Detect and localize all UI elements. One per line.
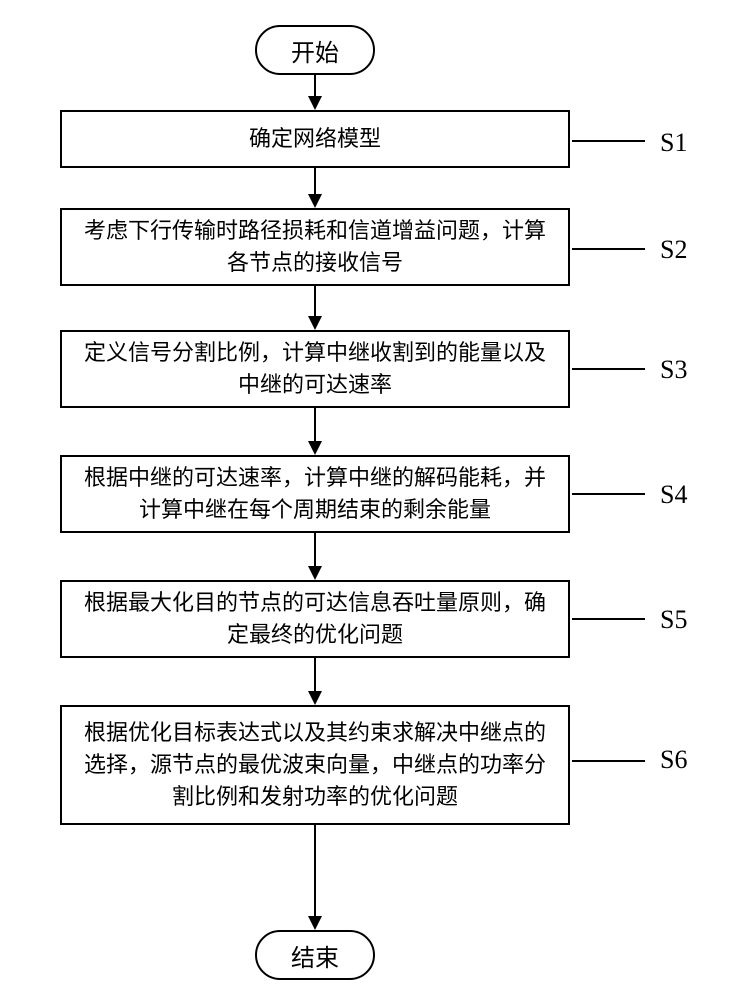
leader-line: [572, 493, 645, 495]
process-step-s1: 确定网络模型: [60, 110, 570, 168]
step-label-s2: S2: [660, 235, 687, 265]
end-label: 结束: [291, 938, 339, 973]
flow-arrow: [295, 286, 335, 330]
flow-arrow: [295, 408, 335, 455]
leader-line: [572, 618, 645, 620]
flow-arrow: [295, 658, 335, 705]
step-label-s1: S1: [660, 128, 687, 158]
leader-line: [572, 760, 645, 762]
step-label-s6: S6: [660, 745, 687, 775]
start-terminator: 开始: [255, 25, 375, 75]
process-step-s6: 根据优化目标表达式以及其约束求解决中继点的选择，源节点的最优波束向量，中继点的功…: [60, 705, 570, 825]
process-step-text: 根据中继的可达速率，计算中继的解码能耗，并计算中继在每个周期结束的剩余能量: [76, 462, 554, 526]
flow-arrow: [295, 75, 335, 110]
process-step-text: 定义信号分割比例，计算中继收割到的能量以及中继的可达速率: [76, 337, 554, 401]
process-step-s4: 根据中继的可达速率，计算中继的解码能耗，并计算中继在每个周期结束的剩余能量: [60, 455, 570, 533]
process-step-text: 根据最大化目的节点的可达信息吞吐量原则，确定最终的优化问题: [76, 587, 554, 651]
process-step-text: 考虑下行传输时路径损耗和信道增益问题，计算各节点的接收信号: [76, 215, 554, 279]
flow-arrow: [295, 533, 335, 580]
leader-line: [572, 248, 645, 250]
start-label: 开始: [291, 33, 339, 68]
leader-line: [572, 368, 645, 370]
step-label-s3: S3: [660, 355, 687, 385]
flowchart-canvas: 开始确定网络模型 S1 考虑下行传输时路径损耗和信道增益问题，计算各节点的接收信号 S…: [0, 0, 745, 1000]
step-label-s5: S5: [660, 605, 687, 635]
end-terminator: 结束: [255, 930, 375, 980]
process-step-text: 根据优化目标表达式以及其约束求解决中继点的选择，源节点的最优波束向量，中继点的功…: [76, 717, 554, 813]
process-step-s3: 定义信号分割比例，计算中继收割到的能量以及中继的可达速率: [60, 330, 570, 408]
process-step-s2: 考虑下行传输时路径损耗和信道增益问题，计算各节点的接收信号: [60, 208, 570, 286]
step-label-s4: S4: [660, 480, 687, 510]
leader-line: [572, 140, 645, 142]
process-step-s5: 根据最大化目的节点的可达信息吞吐量原则，确定最终的优化问题: [60, 580, 570, 658]
flow-arrow: [295, 168, 335, 208]
process-step-text: 确定网络模型: [249, 123, 381, 155]
flow-arrow: [295, 825, 335, 930]
